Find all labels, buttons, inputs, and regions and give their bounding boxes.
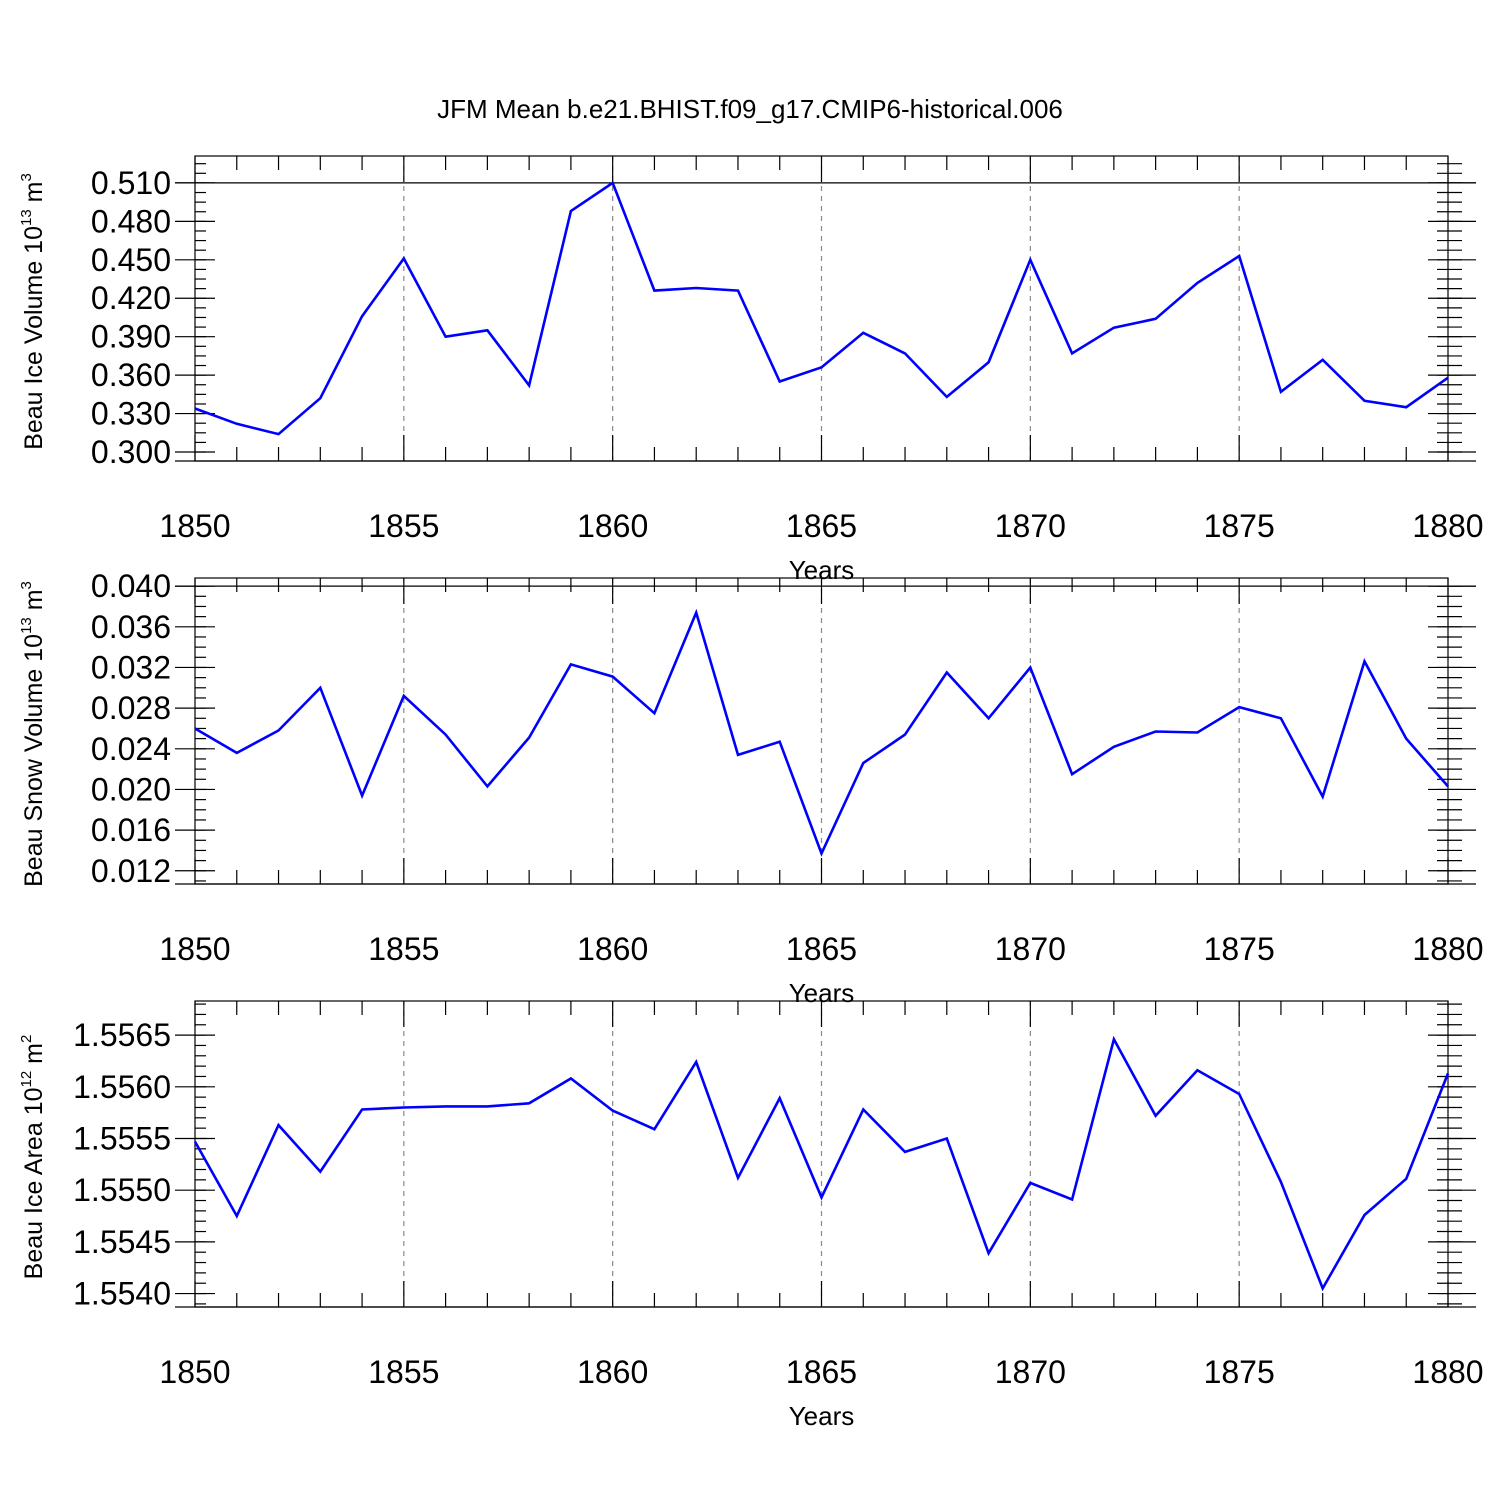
x-tick-label: 1865 bbox=[786, 508, 857, 544]
y-tick-label: 0.020 bbox=[91, 771, 171, 807]
y-axis-label-unit-exponent: 3 bbox=[18, 173, 35, 181]
x-tick-label: 1855 bbox=[368, 931, 439, 967]
x-tick-label: 1855 bbox=[368, 508, 439, 544]
x-tick-label: 1860 bbox=[577, 508, 648, 544]
panels: 1850 1855 1860 1865 1870 1875 1880Years0.3000.… bbox=[18, 155, 1484, 1431]
panel-2: 1850 1855 1860 1865 1870 1875 1880Years0.0120.… bbox=[18, 568, 1484, 1008]
y-tick-label: 0.012 bbox=[91, 853, 171, 889]
y-tick-label: 0.028 bbox=[91, 690, 171, 726]
y-tick-label: 0.390 bbox=[91, 319, 171, 355]
y-axis-label: Beau Ice Area 1012 m2 bbox=[18, 1035, 48, 1280]
series-line bbox=[194, 180, 1449, 436]
y-tick-label: 1.5565 bbox=[73, 1017, 171, 1053]
y-tick-label: 1.5550 bbox=[73, 1172, 171, 1208]
y-tick-label: 0.420 bbox=[91, 280, 171, 316]
y-tick-label: 0.024 bbox=[91, 731, 171, 767]
x-tick-label: 1860 bbox=[577, 1354, 648, 1390]
x-tick-label: 1870 bbox=[995, 508, 1066, 544]
x-tick-label: 1875 bbox=[1204, 508, 1275, 544]
y-axis-label-exponent: 13 bbox=[18, 617, 35, 634]
y-tick-label: 0.040 bbox=[91, 568, 171, 604]
y-tick-label: 0.510 bbox=[91, 165, 171, 201]
y-axis-label: Beau Snow Volume 1013 m3 bbox=[18, 581, 48, 887]
y-tick-label: 1.5555 bbox=[73, 1120, 171, 1156]
series-line bbox=[193, 1035, 1450, 1292]
y-tick-label: 1.5540 bbox=[73, 1276, 171, 1312]
y-axis-label-exponent: 12 bbox=[18, 1071, 35, 1088]
x-tick-label: 1880 bbox=[1412, 931, 1483, 967]
x-tick-label: 1875 bbox=[1204, 1354, 1275, 1390]
y-tick-label: 0.480 bbox=[91, 203, 171, 239]
x-tick-label: 1880 bbox=[1412, 1354, 1483, 1390]
y-tick-label: 1.5545 bbox=[73, 1224, 171, 1260]
y-tick-label: 0.360 bbox=[91, 357, 171, 393]
y-tick-label: 0.032 bbox=[91, 649, 171, 685]
x-axis-label: Years bbox=[789, 1401, 855, 1431]
y-axis-label-unit: m bbox=[20, 182, 48, 210]
x-tick-label: 1875 bbox=[1204, 931, 1275, 967]
x-tick-label: 1880 bbox=[1412, 508, 1483, 544]
y-axis-label: Beau Ice Volume 1013 m3 bbox=[18, 173, 48, 450]
x-tick-label: 1870 bbox=[995, 1354, 1066, 1390]
y-tick-label: 0.300 bbox=[91, 434, 171, 470]
x-tick-label: 1855 bbox=[368, 1354, 439, 1390]
x-tick-label: 1865 bbox=[786, 931, 857, 967]
panel-3: 1850 1855 1860 1865 1870 1875 1880 Years 1.5540 1… bbox=[18, 1000, 1484, 1431]
y-axis-label-unit-exponent: 2 bbox=[18, 1035, 35, 1043]
y-axis-label-main: Beau Snow Volume 10 bbox=[20, 634, 48, 887]
y-axis-label-main: Beau Ice Volume 10 bbox=[20, 226, 48, 450]
x-tick-label: 1865 bbox=[786, 1354, 857, 1390]
y-tick-label: 0.036 bbox=[91, 609, 171, 645]
figure-title: JFM Mean b.e21.BHIST.f09_g17.CMIP6-histo… bbox=[437, 94, 1063, 124]
y-axis-label-exponent: 13 bbox=[18, 209, 35, 226]
x-tick-label: 1860 bbox=[577, 931, 648, 967]
y-axis-label-unit-exponent: 3 bbox=[18, 581, 35, 589]
y-tick-label: 0.330 bbox=[91, 396, 171, 432]
x-tick-label: 1850 bbox=[159, 1354, 230, 1390]
y-axis-label-unit: m bbox=[20, 589, 48, 617]
y-axis-label-main: Beau Ice Area 10 bbox=[20, 1088, 48, 1280]
x-tick-label: 1870 bbox=[995, 931, 1066, 967]
y-tick-label: 1.5560 bbox=[73, 1069, 171, 1105]
panel-1: 1850 1855 1860 1865 1870 1875 1880Years0.3000.… bbox=[18, 155, 1484, 585]
y-tick-label: 0.016 bbox=[91, 812, 171, 848]
x-tick-label: 1850 bbox=[159, 508, 230, 544]
y-tick-label: 0.450 bbox=[91, 242, 171, 278]
x-tick-label: 1850 bbox=[159, 931, 230, 967]
y-axis-label-unit: m bbox=[20, 1043, 48, 1071]
